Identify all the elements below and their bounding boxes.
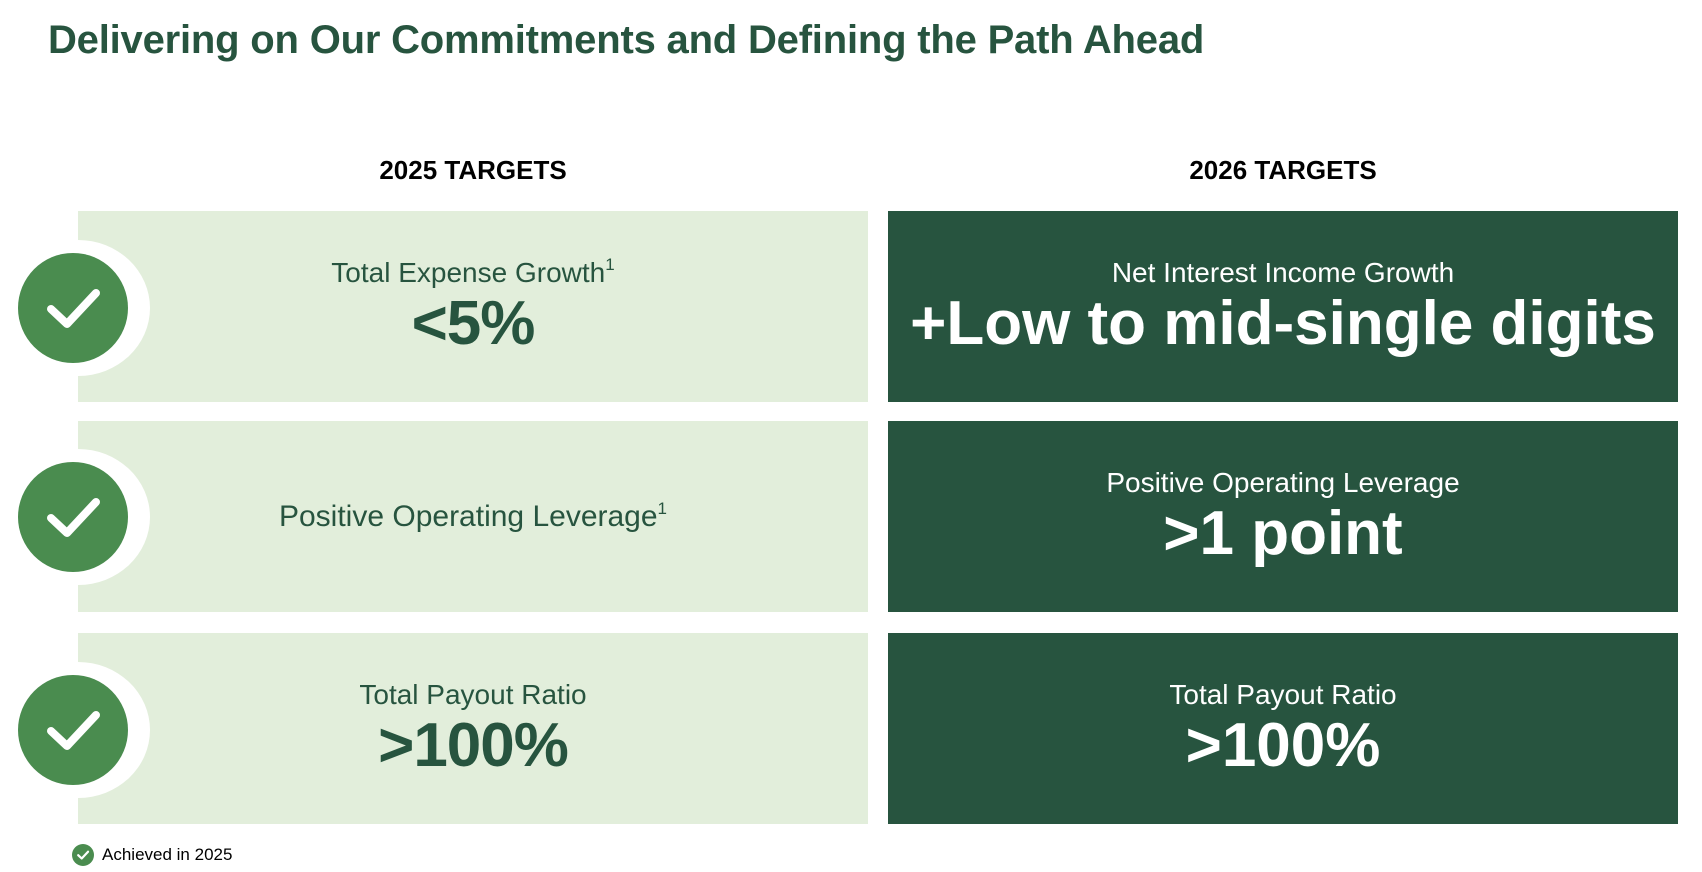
target-value: <5% xyxy=(411,288,536,358)
target-label: Total Payout Ratio xyxy=(359,678,587,710)
check-circle-icon xyxy=(18,253,128,363)
target-label: Net Interest Income Growth xyxy=(1111,256,1455,288)
target-2025-payout-ratio: Total Payout Ratio >100% xyxy=(78,633,868,824)
target-2026-payout-ratio: Total Payout Ratio >100% xyxy=(888,633,1678,824)
target-value: >100% xyxy=(1185,710,1381,780)
target-2025-expense-growth: Total Expense Growth1 <5% xyxy=(78,211,868,402)
check-circle-icon xyxy=(72,844,94,866)
check-circle-icon xyxy=(18,462,128,572)
column-header-2025: 2025 TARGETS xyxy=(379,155,567,185)
target-label: Positive Operating Leverage xyxy=(1106,466,1460,498)
target-label: Positive Operating Leverage1 xyxy=(278,498,668,533)
target-value: >1 point xyxy=(1163,498,1403,568)
footnote-ref: 1 xyxy=(657,498,668,518)
target-2025-operating-leverage: Positive Operating Leverage1 xyxy=(78,421,868,612)
target-value: +Low to mid-single digits xyxy=(910,288,1656,358)
achieved-badge xyxy=(6,449,150,585)
target-2026-operating-leverage: Positive Operating Leverage >1 point xyxy=(888,421,1678,612)
legend-text: Achieved in 2025 xyxy=(102,845,233,864)
achieved-badge xyxy=(6,240,150,376)
check-circle-icon xyxy=(18,675,128,785)
legend: Achieved in 2025 xyxy=(72,844,232,866)
page-title: Delivering on Our Commitments and Defini… xyxy=(48,18,1205,62)
achieved-badge xyxy=(6,662,150,798)
target-label: Total Payout Ratio xyxy=(1169,678,1397,710)
target-label: Total Expense Growth1 xyxy=(331,254,615,288)
footnote-ref: 1 xyxy=(605,254,615,274)
target-2026-nii-growth: Net Interest Income Growth +Low to mid-s… xyxy=(888,211,1678,402)
column-header-2026: 2026 TARGETS xyxy=(1189,155,1377,185)
target-value: >100% xyxy=(378,710,569,780)
